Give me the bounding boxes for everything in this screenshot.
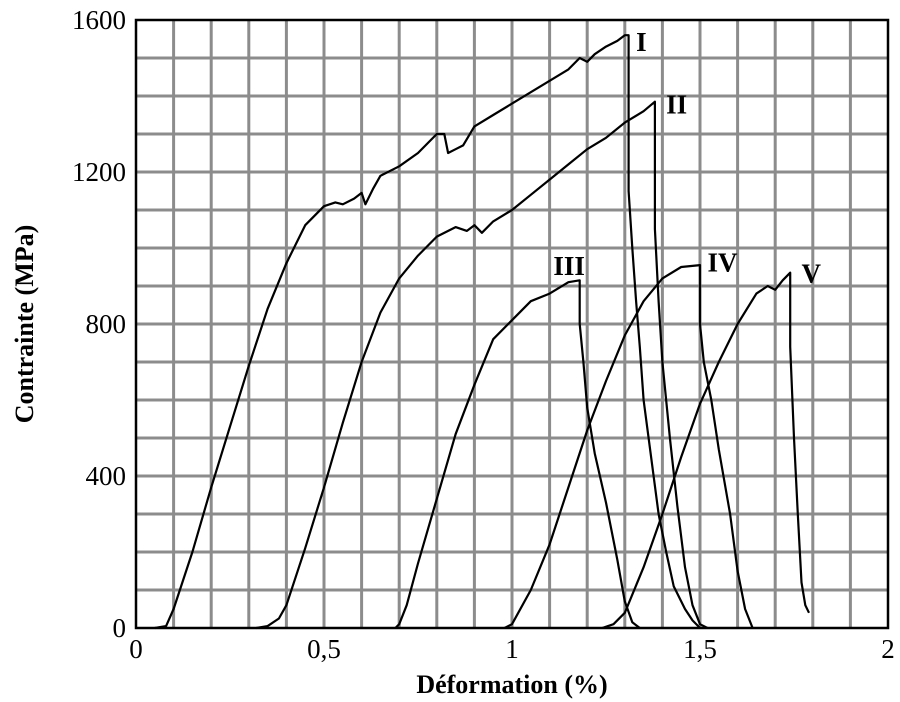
x-axis-label: Déformation (%) <box>416 670 607 699</box>
x-tick-label: 2 <box>881 634 895 664</box>
tick-labels: 0 0,5 1 1,5 2 0 400 800 1200 1600 <box>72 5 895 664</box>
curve-label-iv: IV <box>708 247 739 277</box>
grid <box>136 20 888 628</box>
curve-label-v: V <box>802 259 822 289</box>
y-tick-label: 0 <box>113 613 127 643</box>
curve-iii <box>394 279 641 629</box>
y-tick-label: 800 <box>86 309 127 339</box>
plot-frame <box>134 18 890 630</box>
x-tick-label: 0,5 <box>307 634 341 664</box>
y-tick-label: 1600 <box>72 5 126 35</box>
curve-iv <box>504 264 754 629</box>
curve-i <box>154 34 701 630</box>
y-axis-label: Contrainte (MPa) <box>10 225 39 424</box>
y-tick-label: 1200 <box>72 157 126 187</box>
x-tick-label: 0 <box>129 634 143 664</box>
y-tick-label: 400 <box>86 461 127 491</box>
curve-v <box>601 271 810 630</box>
curves <box>154 34 810 630</box>
curve-ii <box>256 100 708 630</box>
curve-label-iii: III <box>553 251 585 281</box>
curve-label-i: I <box>636 27 647 57</box>
curve-label-ii: II <box>666 90 687 120</box>
x-tick-label: 1,5 <box>683 634 717 664</box>
x-tick-label: 1 <box>505 634 519 664</box>
